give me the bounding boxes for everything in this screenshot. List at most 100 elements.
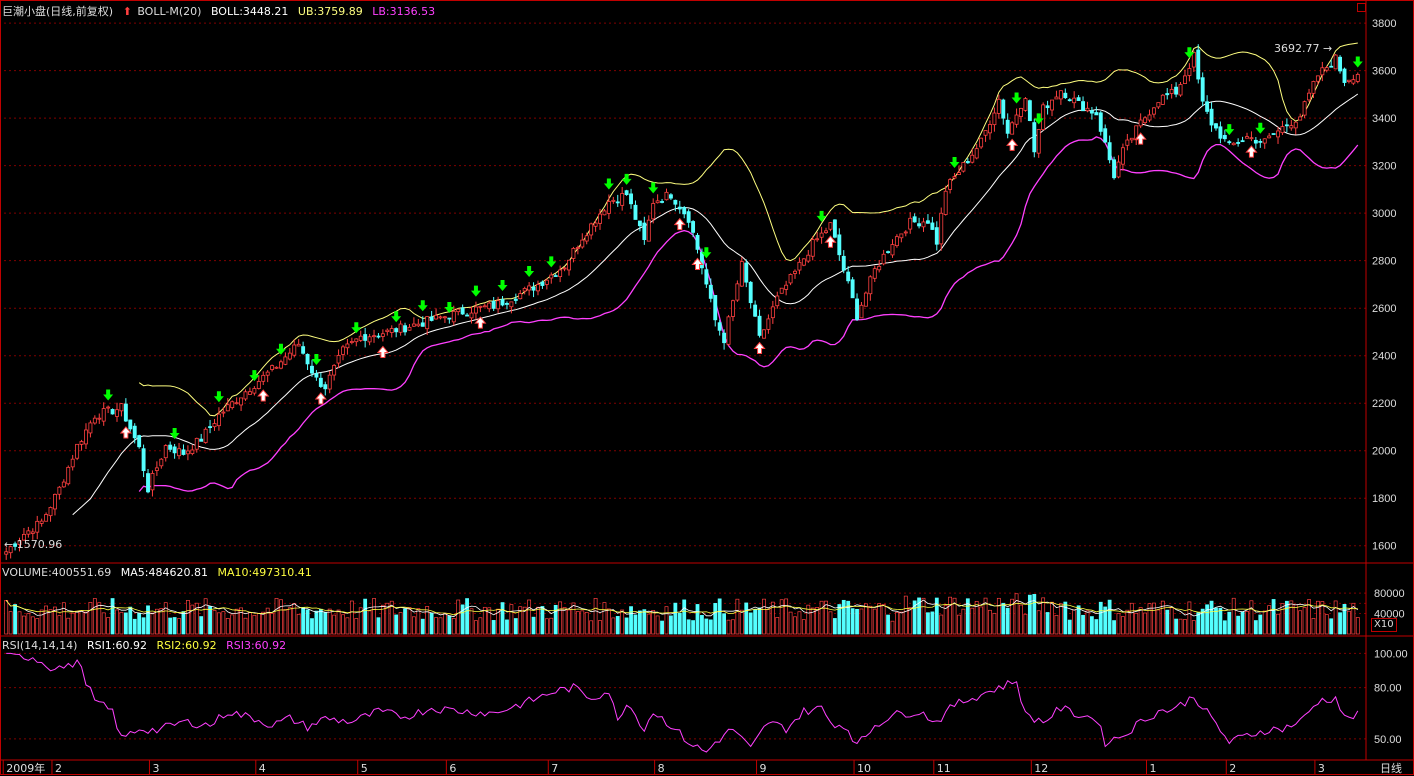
volume-bar <box>1001 602 1006 635</box>
volume-bar <box>1076 605 1081 635</box>
candle-body <box>8 546 13 554</box>
x-tick-label: 2009年 <box>6 761 45 775</box>
buy-arrow-icon <box>1224 124 1235 136</box>
volume-bar <box>407 607 412 635</box>
volume-bar <box>775 617 780 635</box>
x-tick-label: 6 <box>449 762 456 775</box>
candle-body <box>509 301 514 308</box>
volume-bar <box>119 611 124 635</box>
volume-bar <box>88 602 93 635</box>
candle-body <box>403 325 407 333</box>
volume-bar <box>123 612 128 635</box>
buy-arrow-icon <box>103 389 114 401</box>
volume-bar <box>766 609 771 635</box>
volume-bar <box>1098 601 1103 635</box>
volume-bar <box>824 600 828 635</box>
candle-body <box>261 374 266 382</box>
volume-bar <box>500 602 505 635</box>
volume-bar <box>4 600 9 635</box>
candle-body <box>996 98 1001 114</box>
volume-bar <box>505 619 509 635</box>
volume-bar <box>673 602 678 635</box>
volume-bar <box>527 599 532 635</box>
candle-body <box>1023 98 1028 111</box>
volume-bar <box>261 611 266 635</box>
volume-bar <box>128 606 133 635</box>
candle-body <box>1333 54 1338 70</box>
candle-body <box>345 343 350 349</box>
candle-body <box>522 288 527 292</box>
volume-bar <box>279 599 283 635</box>
volume-header: VOLUME:400551.69 MA5:484620.81 MA10:4973… <box>2 566 318 579</box>
candle-body <box>877 265 882 271</box>
candle-body <box>456 308 461 313</box>
volume-ma5-line <box>5 599 1359 618</box>
candle-body <box>513 298 518 301</box>
volume-bar <box>310 618 314 635</box>
volume-bar <box>1329 618 1334 635</box>
candle-body <box>473 306 478 314</box>
candle-body <box>553 275 558 277</box>
volume-bar <box>620 609 625 635</box>
candle-body <box>615 201 620 204</box>
candle-body <box>611 199 616 202</box>
candle-body <box>815 238 820 241</box>
candle-body <box>1293 121 1298 129</box>
volume-bar <box>163 602 168 635</box>
volume-bar <box>394 614 399 635</box>
x-tick-label: 3 <box>1318 762 1325 775</box>
volume-bar <box>478 617 483 635</box>
period-label[interactable]: 日线 <box>1380 762 1402 775</box>
candle-body <box>1249 137 1254 140</box>
volume-bar <box>35 618 40 635</box>
candle-body <box>314 373 319 378</box>
candle-body <box>154 467 159 471</box>
volume-bar <box>132 618 137 635</box>
volume-bar <box>1249 600 1254 635</box>
volume-bar <box>1169 607 1174 635</box>
candle-body <box>921 221 926 228</box>
volume-bar <box>832 618 837 635</box>
window-restore-icon[interactable] <box>1357 3 1366 12</box>
volume-bar <box>562 607 567 635</box>
candle-body <box>341 346 345 355</box>
volume-bar <box>939 614 944 635</box>
volume-bar <box>1058 603 1063 635</box>
volume-bar <box>642 609 647 635</box>
candle-body <box>1054 96 1059 100</box>
volume-bar <box>886 614 890 635</box>
candle-body <box>801 258 806 266</box>
volume-bar <box>1205 604 1210 635</box>
candle-body <box>1045 105 1050 109</box>
volume-bar <box>1183 619 1187 635</box>
candle-body <box>890 244 895 256</box>
candle-body <box>429 316 434 321</box>
volume-bar <box>575 611 580 635</box>
candle-body <box>1342 68 1347 83</box>
buy-arrow-icon <box>249 370 260 382</box>
main-header: 巨潮小盘(日线,前复权) ⬆ BOLL-M(20) BOLL:3448.21 U… <box>2 3 441 19</box>
candle-body <box>828 222 833 230</box>
volume-bar <box>115 609 119 635</box>
candle-body <box>602 210 607 216</box>
volume-bar <box>66 617 71 635</box>
candle-body <box>642 222 647 241</box>
candle-body <box>1324 67 1329 71</box>
volume-bar <box>943 605 948 635</box>
candle-body <box>318 377 323 387</box>
volume-bar <box>952 597 957 635</box>
buy-arrow-icon <box>546 256 557 268</box>
right-arrow-icon: → <box>1319 42 1333 55</box>
candle-body <box>1058 90 1063 100</box>
rsi-header: RSI(14,14,14) RSI1:60.92 RSI2:60.92 RSI3… <box>2 639 292 652</box>
candle-body <box>606 201 611 214</box>
candle-body <box>1094 112 1099 116</box>
rsi-tick-label: 100.00 <box>1374 648 1408 660</box>
candle-body <box>1098 112 1103 132</box>
candle-body <box>128 419 133 430</box>
volume-bar <box>682 599 687 635</box>
volume-bar <box>979 606 984 635</box>
volume-bar <box>850 608 855 635</box>
volume-bar <box>97 602 102 635</box>
